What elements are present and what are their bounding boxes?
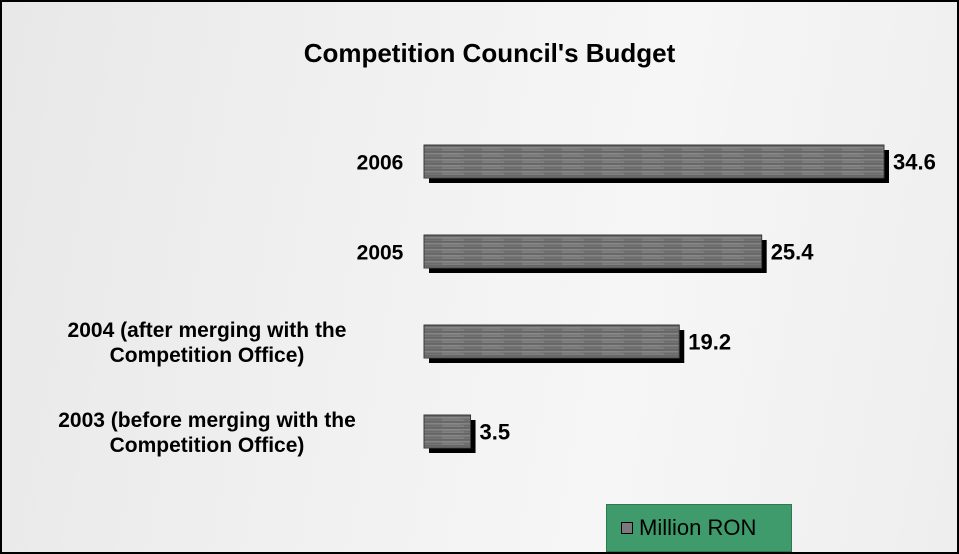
- legend-label: Million RON: [639, 515, 757, 540]
- data-label: 25.4: [771, 240, 815, 265]
- bar: [423, 324, 680, 359]
- category-label: 2005: [357, 242, 404, 265]
- bar: [423, 144, 885, 179]
- category-label-line: 2005: [357, 242, 404, 265]
- category-label-line: 2004 (after merging with the: [68, 319, 347, 342]
- data-label: 34.6: [893, 150, 936, 175]
- category-label-line: Competition Office): [110, 434, 305, 457]
- category-label-line: Competition Office): [110, 344, 305, 367]
- category-label-line: 2003 (before merging with the: [58, 409, 356, 432]
- chart-title: Competition Council's Budget: [303, 38, 676, 68]
- bars-group: 34.6 2006 25.4 2005 19.2 2004 (after merging …: [58, 144, 936, 457]
- category-label: 2004 (after merging with the Competition …: [68, 319, 347, 367]
- bar: [423, 234, 763, 269]
- legend: Million RON: [606, 504, 792, 552]
- category-label: 2003 (before merging with the Competition…: [58, 409, 356, 457]
- data-label: 3.5: [480, 420, 511, 445]
- bar: [423, 414, 472, 449]
- legend-swatch: [621, 522, 633, 534]
- category-label: 2006: [357, 152, 404, 175]
- data-label: 19.2: [688, 330, 731, 355]
- category-label-line: 2006: [357, 152, 404, 175]
